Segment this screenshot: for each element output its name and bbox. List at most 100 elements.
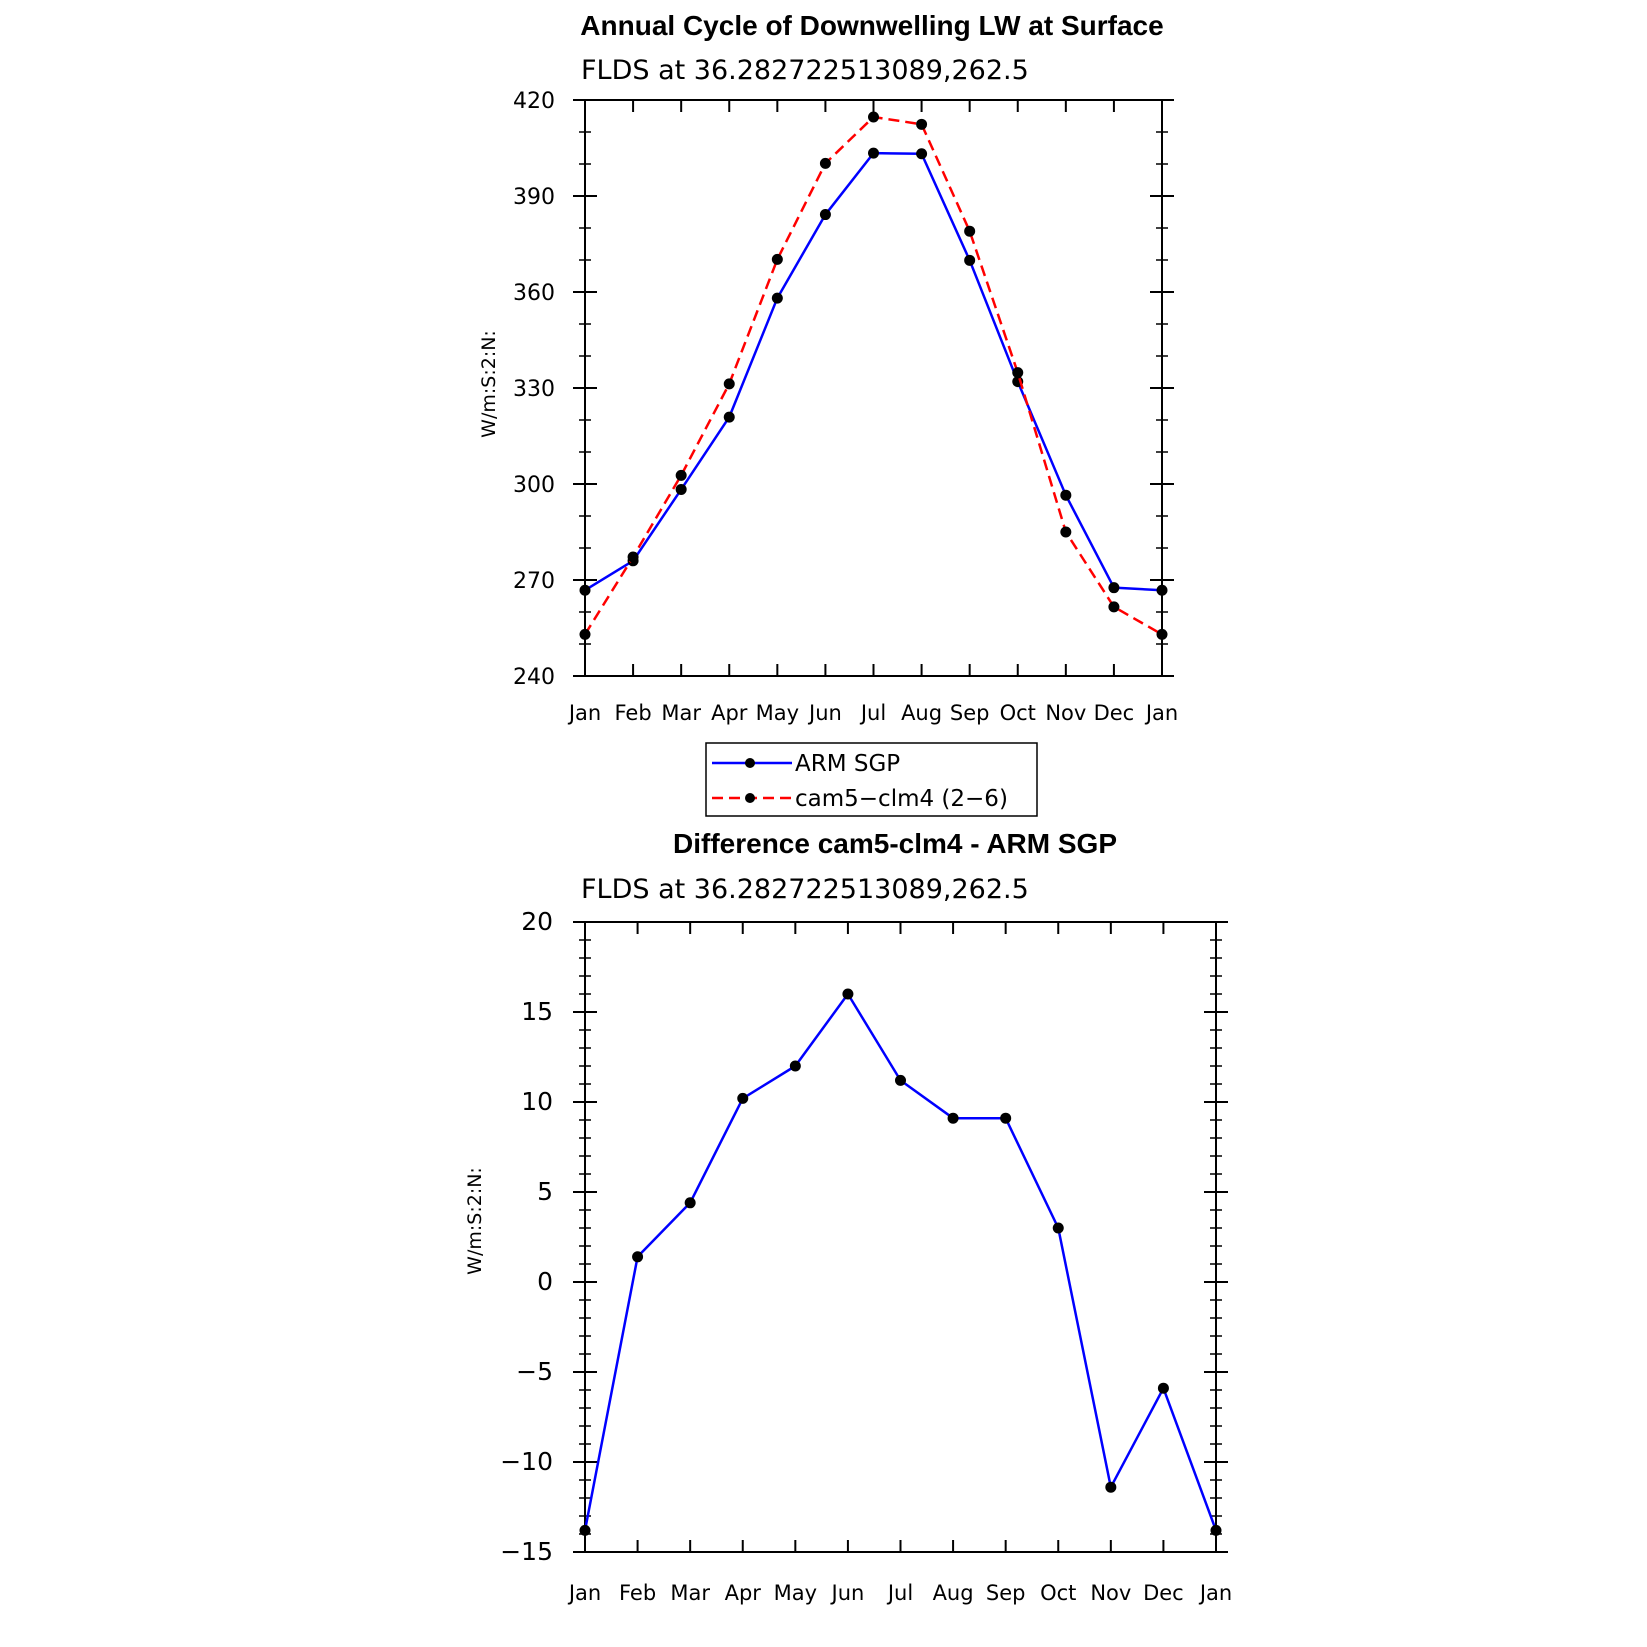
chart1-tick-labels: Jan Feb Mar Apr May Jun Jul Aug Sep Oct Nov Dec Jan 2…	[513, 89, 1178, 725]
chart-annual-cycle: Annual Cycle of Downwelling LW at Surfac…	[478, 10, 1178, 817]
x-tick-label: Feb	[614, 701, 651, 725]
x-tick-label: Feb	[619, 1581, 656, 1605]
x-tick-label: May	[756, 701, 799, 725]
series-0-point	[895, 1074, 906, 1086]
chart1-ylabel: W/m:S:2:N:	[478, 330, 500, 438]
x-tick-label: Jan	[567, 701, 601, 725]
legend-box	[705, 742, 1038, 817]
series-1-point	[579, 628, 591, 640]
y-tick-label: 10	[521, 1087, 553, 1116]
x-tick-label: Oct	[1000, 701, 1036, 725]
y-tick-label: 300	[513, 473, 555, 498]
series-1-point	[771, 253, 783, 265]
legend-label-cam5: cam5−clm4 (2−6)	[795, 786, 1008, 812]
chart1-legend: ARM SGP cam5−clm4 (2−6)	[705, 742, 1038, 817]
chart-difference: Difference cam5-clm4 - ARM SGP FLDS at 3…	[464, 828, 1232, 1605]
x-tick-label: Oct	[1040, 1581, 1076, 1605]
y-tick-label: 390	[513, 185, 555, 210]
y-tick-label: 240	[513, 665, 555, 690]
series-1-point	[627, 551, 639, 563]
series-0-point	[789, 1060, 801, 1072]
x-tick-label: Sep	[986, 1581, 1026, 1605]
x-tick-label: Aug	[901, 701, 942, 725]
series-0-point	[675, 483, 687, 495]
y-tick-label: 15	[521, 997, 553, 1026]
y-tick-label: −15	[500, 1537, 553, 1566]
series-0-point	[771, 292, 783, 304]
series-0-point	[916, 148, 928, 160]
series-0-point	[1156, 584, 1168, 596]
chart2-tick-labels: Jan Feb Mar Apr May Jun Jul Aug Sep Oct Nov Dec Jan−…	[500, 907, 1232, 1605]
series-0-point	[868, 147, 879, 159]
series-1-point	[916, 118, 928, 130]
series-0-point	[579, 1524, 591, 1536]
x-tick-label: Jul	[859, 701, 886, 725]
y-tick-label: 5	[537, 1177, 553, 1206]
series-1-point	[1156, 628, 1168, 640]
series-0-point	[684, 1197, 696, 1209]
series-0-point	[819, 209, 831, 221]
series-0-point	[1157, 1382, 1169, 1394]
x-tick-label: Jun	[807, 701, 842, 725]
x-tick-label: Jun	[830, 1581, 865, 1605]
x-tick-label: Dec	[1094, 701, 1135, 725]
x-tick-label: Dec	[1143, 1581, 1184, 1605]
chart2-axes	[573, 921, 1228, 1553]
series-0-point	[737, 1092, 749, 1104]
series-0-point	[964, 254, 976, 266]
x-tick-label: Mar	[670, 1581, 710, 1605]
series-1-point	[1108, 601, 1120, 613]
x-tick-label: May	[774, 1581, 817, 1605]
series-0-point	[723, 411, 735, 423]
series-line-1	[583, 115, 1163, 636]
x-tick-label: Jan	[1144, 701, 1178, 725]
series-1-point	[819, 157, 831, 169]
y-tick-label: 360	[513, 281, 555, 306]
chart1-axes	[573, 99, 1174, 677]
series-1-point	[675, 469, 687, 481]
series-line-0	[584, 151, 1163, 592]
x-tick-label: Jan	[567, 1581, 601, 1605]
series-0-point	[1000, 1112, 1012, 1124]
chart1-subtitle: FLDS at 36.282722513089,262.5	[581, 55, 1029, 86]
y-tick-label: −10	[500, 1447, 553, 1476]
y-tick-label: 420	[513, 89, 555, 114]
y-tick-label: −5	[516, 1357, 553, 1386]
plot-frame	[584, 99, 1163, 677]
series-0-point	[947, 1112, 959, 1124]
y-tick-label: 0	[537, 1267, 553, 1296]
legend-marker-arm	[745, 758, 755, 768]
series-0-point	[1052, 1222, 1064, 1234]
series-1-point	[964, 225, 976, 237]
chart2-subtitle: FLDS at 36.282722513089,262.5	[581, 874, 1029, 905]
series-1-point	[1060, 526, 1072, 538]
x-tick-label: Jul	[886, 1581, 913, 1605]
series-0-point	[632, 1251, 644, 1263]
series-0-point	[1108, 582, 1120, 594]
chart1-series	[579, 111, 1168, 640]
legend-marker-cam5	[745, 793, 755, 803]
series-0-point	[842, 988, 854, 1000]
series-0-point	[1060, 489, 1072, 501]
x-tick-label: Sep	[950, 701, 990, 725]
chart1-title: Annual Cycle of Downwelling LW at Surfac…	[580, 10, 1163, 41]
series-0-point	[1210, 1524, 1222, 1536]
chart2-title: Difference cam5-clm4 - ARM SGP	[673, 828, 1117, 859]
series-0-point	[579, 584, 591, 596]
series-line-0	[583, 992, 1218, 1531]
x-tick-label: Aug	[933, 1581, 974, 1605]
plot-frame	[584, 921, 1217, 1553]
y-tick-label: 270	[513, 569, 555, 594]
chart2-series	[579, 988, 1222, 1536]
x-tick-label: Jan	[1198, 1581, 1232, 1605]
x-tick-label: Nov	[1045, 701, 1086, 725]
x-tick-label: Mar	[661, 701, 701, 725]
y-tick-label: 20	[521, 907, 553, 936]
chart2-ylabel: W/m:S:2:N:	[464, 1167, 486, 1275]
series-1-point	[868, 111, 879, 123]
y-tick-label: 330	[513, 377, 555, 402]
x-tick-label: Apr	[725, 1581, 762, 1605]
series-0-point	[1105, 1481, 1117, 1493]
x-tick-label: Apr	[711, 701, 748, 725]
